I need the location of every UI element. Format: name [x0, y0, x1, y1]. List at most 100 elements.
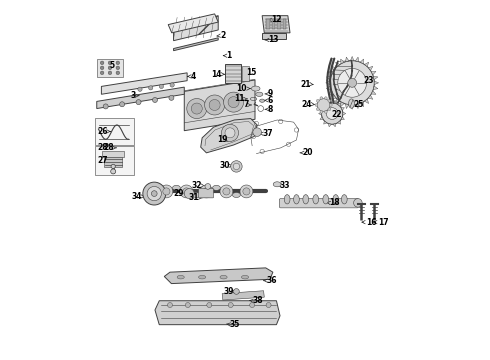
Circle shape: [228, 302, 233, 307]
Polygon shape: [327, 59, 334, 103]
Polygon shape: [101, 73, 187, 94]
Polygon shape: [328, 91, 333, 94]
Circle shape: [203, 188, 210, 195]
Text: 23: 23: [364, 76, 374, 85]
Polygon shape: [332, 66, 336, 71]
Circle shape: [315, 104, 318, 107]
Polygon shape: [324, 121, 327, 124]
Polygon shape: [338, 121, 341, 124]
Polygon shape: [338, 103, 341, 106]
Ellipse shape: [260, 99, 265, 102]
Text: 8: 8: [268, 105, 273, 114]
Circle shape: [100, 71, 104, 75]
Text: 28: 28: [103, 143, 114, 152]
Circle shape: [143, 182, 166, 205]
Ellipse shape: [323, 195, 329, 204]
Text: 16: 16: [367, 218, 377, 227]
Circle shape: [136, 100, 141, 105]
Ellipse shape: [177, 275, 184, 279]
Circle shape: [205, 184, 211, 189]
Polygon shape: [328, 123, 331, 127]
Text: 4: 4: [191, 72, 196, 81]
Circle shape: [147, 186, 161, 201]
Polygon shape: [355, 57, 359, 62]
Ellipse shape: [333, 195, 339, 204]
Circle shape: [187, 99, 207, 118]
Polygon shape: [242, 66, 249, 81]
Text: 34: 34: [132, 192, 142, 201]
Circle shape: [120, 102, 124, 107]
Polygon shape: [336, 62, 340, 67]
Text: 17: 17: [378, 218, 389, 227]
Polygon shape: [365, 99, 368, 104]
Circle shape: [191, 103, 202, 114]
Ellipse shape: [232, 193, 241, 198]
Polygon shape: [173, 38, 218, 51]
Text: 21: 21: [300, 80, 311, 89]
Bar: [283, 19, 286, 29]
Polygon shape: [97, 87, 184, 109]
Circle shape: [321, 103, 343, 124]
Circle shape: [253, 128, 262, 136]
Circle shape: [116, 66, 120, 69]
Circle shape: [348, 78, 357, 87]
Ellipse shape: [313, 195, 318, 204]
Polygon shape: [326, 76, 331, 80]
Circle shape: [159, 84, 164, 89]
Text: 39: 39: [223, 287, 234, 296]
Polygon shape: [341, 102, 344, 107]
Text: 6: 6: [267, 96, 272, 105]
Text: 9: 9: [268, 89, 273, 98]
Polygon shape: [355, 104, 359, 109]
FancyBboxPatch shape: [198, 189, 214, 198]
Circle shape: [111, 169, 116, 174]
Polygon shape: [373, 86, 378, 90]
Polygon shape: [326, 81, 330, 85]
Text: 22: 22: [331, 111, 342, 120]
Polygon shape: [328, 71, 333, 75]
Circle shape: [231, 161, 242, 172]
Polygon shape: [320, 117, 323, 120]
Circle shape: [240, 185, 253, 198]
Circle shape: [249, 302, 255, 307]
Circle shape: [152, 98, 157, 103]
Circle shape: [243, 188, 250, 195]
Circle shape: [116, 61, 120, 64]
Polygon shape: [336, 99, 340, 104]
Text: 32: 32: [192, 181, 202, 190]
Text: 3: 3: [131, 91, 136, 100]
Circle shape: [111, 164, 115, 168]
Polygon shape: [332, 95, 336, 99]
Text: 31: 31: [189, 193, 199, 202]
Polygon shape: [350, 57, 354, 61]
Ellipse shape: [172, 185, 180, 190]
Circle shape: [329, 104, 332, 107]
Circle shape: [228, 96, 239, 108]
Polygon shape: [368, 66, 373, 71]
Circle shape: [151, 191, 157, 197]
FancyBboxPatch shape: [95, 147, 134, 175]
Polygon shape: [164, 268, 273, 284]
Ellipse shape: [273, 182, 281, 187]
Circle shape: [184, 189, 194, 199]
Polygon shape: [333, 123, 336, 127]
Circle shape: [108, 61, 112, 64]
Polygon shape: [173, 16, 218, 41]
Polygon shape: [324, 103, 327, 106]
Circle shape: [317, 99, 330, 111]
Ellipse shape: [284, 195, 290, 204]
Polygon shape: [155, 301, 280, 325]
Circle shape: [108, 66, 112, 69]
Text: 20: 20: [303, 148, 314, 157]
Circle shape: [328, 108, 331, 111]
Bar: [272, 19, 275, 29]
Polygon shape: [341, 59, 344, 64]
Polygon shape: [360, 102, 364, 107]
Circle shape: [338, 68, 367, 97]
Polygon shape: [333, 100, 336, 104]
Circle shape: [320, 97, 323, 100]
Ellipse shape: [198, 275, 206, 279]
Circle shape: [148, 86, 153, 90]
Circle shape: [317, 108, 319, 111]
Ellipse shape: [256, 92, 263, 96]
